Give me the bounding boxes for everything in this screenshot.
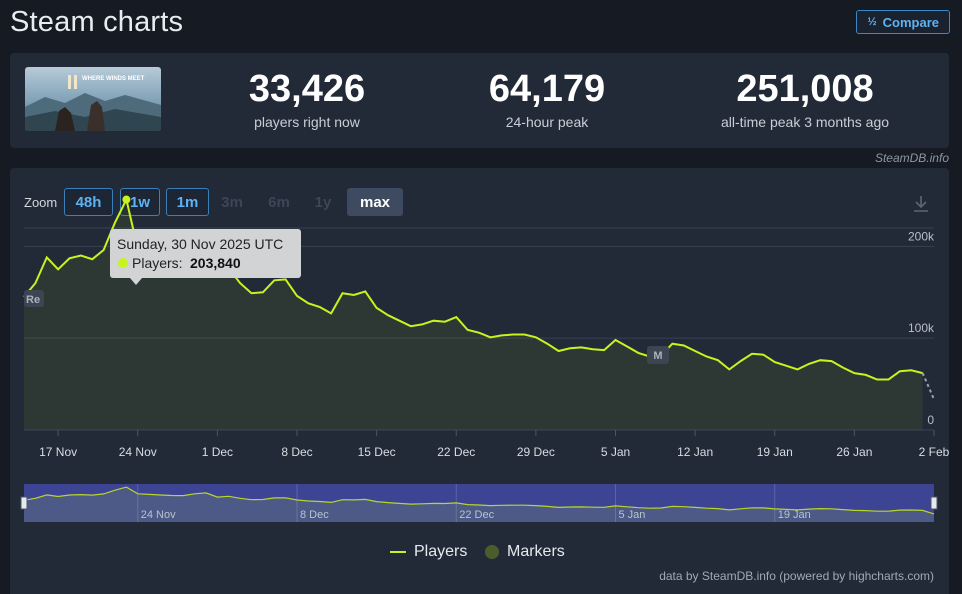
players-chart[interactable]: 17 Nov 24 Nov 1 Dec 8 Dec 15 Dec 22 Dec 29 Dec… <box>10 168 949 594</box>
players-line-current <box>921 372 935 400</box>
legend-markers-label: Markers <box>507 543 565 560</box>
stats-panel: WHERE WINDS MEET 33,426 players right no… <box>10 53 949 148</box>
x-tick-label: 19 Jan <box>757 445 793 459</box>
y-tick-label: 0 <box>927 413 934 427</box>
x-tick-label: 29 Dec <box>517 445 555 459</box>
navigator-label: 22 Dec <box>459 509 494 521</box>
svg-text:Re: Re <box>26 294 40 306</box>
x-tick-label: 24 Nov <box>119 445 157 459</box>
credit-bottom[interactable]: data by SteamDB.info (powered by highcha… <box>659 569 934 583</box>
players-area <box>24 199 923 430</box>
legend-players-label: Players <box>414 543 468 560</box>
y-tick-label: 200k <box>908 229 935 243</box>
stat-24h-peak: 64,179 24-hour peak <box>431 67 663 130</box>
y-tick-label: 100k <box>908 321 935 335</box>
navigator-handle-left[interactable] <box>20 496 28 510</box>
x-tick-label: 15 Dec <box>358 445 396 459</box>
stat-24h-peak-value: 64,179 <box>488 68 606 110</box>
stat-current-label: players right now <box>254 114 360 130</box>
credit-top[interactable]: SteamDB.info <box>874 151 949 165</box>
stat-all-time-peak-label: all-time peak 3 months ago <box>720 114 890 130</box>
legend-players[interactable]: Players <box>390 543 467 561</box>
peak-point <box>122 195 131 204</box>
x-tick-label: 22 Dec <box>437 445 475 459</box>
page-title: Steam charts <box>10 6 184 38</box>
tooltip-date: Sunday, 30 Nov 2025 UTC <box>117 236 283 252</box>
zoom-6m-button[interactable]: 6m <box>268 193 290 211</box>
zoom-1m-button[interactable]: 1m <box>166 188 209 216</box>
x-tick-label: 2 Feb <box>919 445 949 459</box>
m-marker[interactable]: M <box>647 346 669 364</box>
x-tick-label: 5 Jan <box>601 445 630 459</box>
tooltip-value: 203,840 <box>190 255 241 271</box>
navigator-background <box>24 484 934 522</box>
zoom-1y-button[interactable]: 1y <box>314 193 332 211</box>
x-tick-label: 1 Dec <box>202 445 233 459</box>
zoom-3m-button[interactable]: 3m <box>221 193 243 211</box>
navigator-line <box>23 486 935 515</box>
navigator-handle-right[interactable] <box>930 496 938 510</box>
compare-button[interactable]: ½ Compare <box>856 10 950 34</box>
x-tick-label: 17 Nov <box>39 445 77 459</box>
zoom-label: Zoom <box>24 195 58 210</box>
zoom-48h-button[interactable]: 48h <box>64 188 113 216</box>
stat-current-value: 33,426 <box>248 68 366 110</box>
zoom-max-button[interactable]: max <box>347 188 403 216</box>
thumbnail-title: WHERE WINDS MEET <box>82 76 145 82</box>
tooltip-series-dot <box>118 258 128 268</box>
fraction-icon: ½ <box>867 15 877 28</box>
stat-24h-peak-label: 24-hour peak <box>505 114 589 130</box>
download-icon[interactable] <box>911 194 931 219</box>
navigator-area <box>24 487 934 522</box>
x-tick-label: 12 Jan <box>677 445 713 459</box>
compare-label: Compare <box>882 14 939 30</box>
navigator-label: 24 Nov <box>141 509 176 521</box>
tooltip: Sunday, 30 Nov 2025 UTC Players: 203,840 <box>110 229 301 285</box>
stat-current: 33,426 players right now <box>191 67 423 130</box>
game-thumbnail[interactable]: WHERE WINDS MEET <box>25 67 161 131</box>
navigator-label: 8 Dec <box>300 509 329 521</box>
navigator-label: 19 Jan <box>778 509 811 521</box>
legend-markers[interactable]: Markers <box>485 543 565 561</box>
x-tick-label: 26 Jan <box>836 445 872 459</box>
stat-all-time-peak-value: 251,008 <box>736 68 874 110</box>
navigator-label: 5 Jan <box>619 509 646 521</box>
game-thumbnail-art: WHERE WINDS MEET <box>25 67 161 131</box>
stat-all-time-peak: 251,008 all-time peak 3 months ago <box>684 67 926 130</box>
chart-panel: Zoom 48h 1w 1m 3m 6m 1y max 17 Nov 24 Nov… <box>10 168 949 594</box>
x-tick-label: 8 Dec <box>281 445 312 459</box>
tooltip-series-label: Players: <box>132 255 183 271</box>
release-marker[interactable]: Re <box>24 290 44 307</box>
svg-text:M: M <box>653 350 662 362</box>
